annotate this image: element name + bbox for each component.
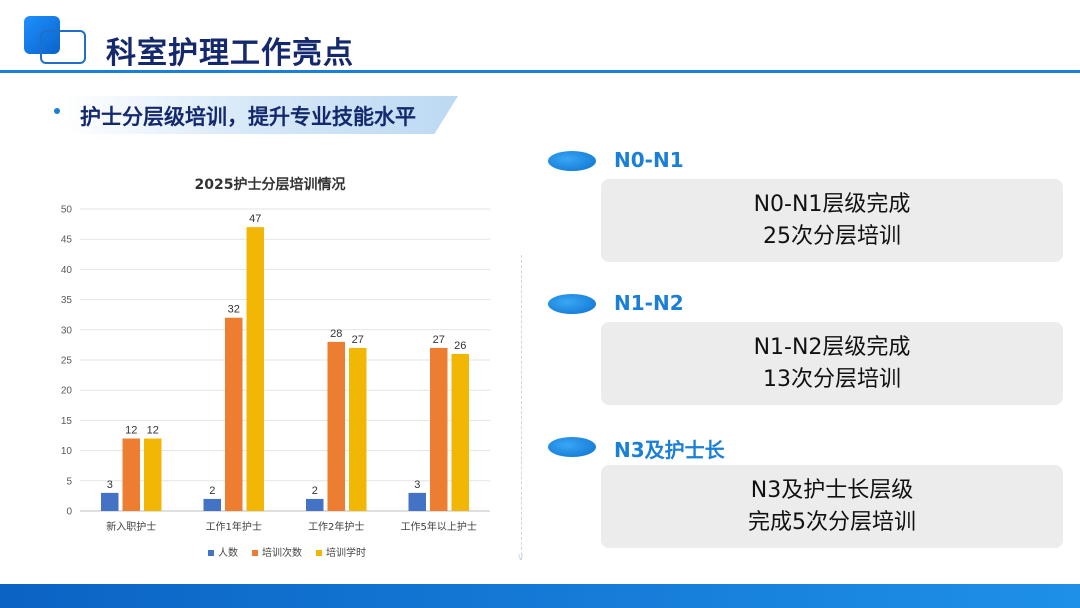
footer-band [0, 584, 1080, 608]
x-tick-label: 工作2年护士 [308, 520, 364, 533]
bar [327, 341, 345, 511]
data-label: 12 [147, 425, 159, 437]
bar [122, 438, 140, 511]
data-label: 26 [454, 340, 466, 352]
level-pill-icon [548, 151, 596, 171]
title-underline [0, 70, 1080, 73]
data-label: 27 [433, 334, 445, 346]
level-pill-icon [548, 294, 596, 314]
dashed-divider [521, 255, 522, 560]
chevron-down-icon: ∨ [517, 552, 525, 563]
y-tick-label: 25 [61, 356, 73, 367]
chart-title: 2025护士分层培训情况 [194, 177, 346, 193]
y-tick-label: 40 [61, 265, 73, 276]
bar [430, 347, 448, 511]
bar [349, 347, 367, 511]
legend-item: 培训次数 [252, 544, 302, 559]
subtitle-band [64, 96, 458, 134]
y-tick-label: 10 [61, 446, 73, 457]
level-card: N0-N1层级完成 25次分层培训 [601, 179, 1063, 262]
data-label: 27 [352, 334, 364, 346]
y-tick-label: 50 [61, 205, 73, 216]
level-card-line: N1-N2层级完成 [753, 334, 911, 360]
level-tag: N3及护士长 [614, 438, 725, 462]
level-card: N3及护士长层级 完成5次分层培训 [601, 465, 1063, 548]
bar [225, 317, 243, 511]
level-card-line: 13次分层培训 [763, 366, 901, 392]
data-label: 32 [228, 304, 240, 316]
chart-legend: 人数 培训次数 培训学时 [208, 544, 366, 559]
data-label: 3 [414, 479, 420, 491]
data-label: 3 [107, 479, 113, 491]
level-card-line: 25次分层培训 [763, 223, 901, 249]
bar [101, 492, 119, 511]
page-title: 科室护理工作亮点 [106, 36, 354, 71]
bar [203, 498, 221, 511]
level-card: N1-N2层级完成 13次分层培训 [601, 322, 1063, 405]
data-label: 2 [312, 485, 318, 497]
x-tick-label: 工作1年护士 [206, 520, 262, 533]
level-card-line: 完成5次分层培训 [748, 509, 916, 535]
data-label: 2 [209, 485, 215, 497]
legend-item: 培训学时 [316, 544, 366, 559]
bar [144, 438, 162, 511]
level-tag: N1-N2 [614, 291, 684, 315]
level-tag: N0-N1 [614, 148, 684, 172]
logo-outline-icon [40, 30, 86, 64]
legend-item: 人数 [208, 544, 238, 559]
bar [451, 353, 469, 511]
data-label: 28 [330, 328, 342, 340]
y-tick-label: 0 [66, 507, 72, 518]
y-tick-label: 5 [66, 476, 72, 487]
bar [306, 498, 324, 511]
level-card-line: N0-N1层级完成 [753, 191, 911, 217]
level-card-line: N3及护士长层级 [750, 477, 914, 503]
bullet-icon [54, 108, 60, 114]
y-tick-label: 35 [61, 295, 73, 306]
y-tick-label: 45 [61, 235, 73, 246]
y-tick-label: 15 [61, 416, 73, 427]
bar [408, 492, 426, 511]
data-label: 47 [249, 213, 261, 225]
level-pill-icon [548, 437, 596, 457]
x-tick-label: 新入职护士 [106, 520, 156, 533]
bar [246, 227, 264, 511]
x-tick-label: 工作5年以上护士 [401, 520, 477, 533]
y-tick-label: 30 [61, 325, 73, 336]
data-label: 12 [125, 425, 137, 437]
section-subtitle: 护士分层级培训，提升专业技能水平 [80, 105, 416, 129]
y-tick-label: 20 [61, 386, 73, 397]
